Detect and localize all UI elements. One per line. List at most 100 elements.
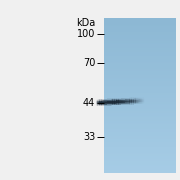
Bar bbox=[133, 103, 134, 104]
Bar bbox=[115, 100, 116, 101]
Bar bbox=[106, 103, 107, 104]
Bar bbox=[101, 100, 102, 101]
Bar bbox=[143, 101, 144, 102]
Bar bbox=[111, 98, 112, 99]
Bar bbox=[131, 103, 132, 104]
Bar bbox=[127, 104, 128, 105]
Bar bbox=[144, 101, 145, 102]
Bar bbox=[104, 142, 176, 143]
Bar bbox=[121, 100, 122, 101]
Bar bbox=[97, 100, 98, 101]
Bar bbox=[131, 98, 132, 99]
Bar bbox=[102, 99, 103, 100]
Bar bbox=[110, 101, 111, 102]
Bar bbox=[112, 100, 113, 101]
Bar bbox=[116, 103, 117, 104]
Bar bbox=[108, 105, 109, 106]
Bar bbox=[123, 100, 124, 101]
Bar bbox=[122, 103, 123, 104]
Bar bbox=[104, 26, 176, 28]
Bar bbox=[134, 102, 135, 103]
Bar bbox=[95, 102, 96, 103]
Bar bbox=[124, 102, 125, 103]
Bar bbox=[128, 103, 129, 104]
Bar bbox=[132, 100, 133, 101]
Bar bbox=[118, 98, 119, 99]
Bar bbox=[127, 99, 128, 100]
Bar bbox=[104, 70, 176, 71]
Bar bbox=[105, 99, 106, 100]
Bar bbox=[110, 98, 111, 99]
Bar bbox=[104, 104, 105, 105]
Bar bbox=[129, 99, 130, 100]
Bar bbox=[101, 101, 102, 102]
Bar bbox=[123, 104, 124, 105]
Bar bbox=[130, 97, 131, 98]
Bar bbox=[142, 100, 143, 101]
Bar bbox=[121, 99, 122, 100]
Bar bbox=[104, 118, 176, 120]
Bar bbox=[100, 101, 101, 102]
Bar bbox=[131, 98, 132, 99]
Bar bbox=[142, 103, 143, 104]
Bar bbox=[117, 102, 118, 103]
Bar bbox=[122, 98, 123, 99]
Bar bbox=[110, 99, 111, 100]
Bar bbox=[106, 104, 107, 105]
Bar bbox=[141, 97, 143, 98]
Bar bbox=[104, 101, 176, 102]
Bar bbox=[137, 102, 138, 103]
Bar bbox=[104, 128, 176, 130]
Bar bbox=[135, 103, 136, 104]
Bar bbox=[112, 104, 113, 105]
Bar bbox=[118, 102, 119, 103]
Bar bbox=[144, 99, 145, 100]
Bar bbox=[125, 103, 126, 104]
Bar bbox=[103, 101, 104, 102]
Bar bbox=[114, 100, 115, 101]
Bar bbox=[124, 102, 125, 103]
Bar bbox=[143, 101, 144, 102]
Bar bbox=[104, 116, 176, 118]
Bar bbox=[112, 103, 113, 104]
Bar bbox=[140, 97, 141, 98]
Bar bbox=[129, 104, 130, 105]
Bar bbox=[99, 100, 100, 101]
Bar bbox=[104, 113, 176, 114]
Bar bbox=[103, 103, 104, 104]
Bar bbox=[107, 102, 108, 103]
Bar bbox=[102, 100, 103, 101]
Bar bbox=[140, 102, 141, 103]
Bar bbox=[106, 105, 107, 106]
Bar bbox=[104, 102, 176, 103]
Bar bbox=[111, 100, 112, 101]
Bar bbox=[141, 103, 142, 104]
Bar bbox=[135, 97, 136, 98]
Bar bbox=[113, 100, 114, 101]
Bar bbox=[96, 100, 97, 101]
Bar bbox=[138, 98, 139, 99]
Bar bbox=[106, 104, 107, 105]
Bar bbox=[143, 99, 144, 100]
Bar bbox=[141, 98, 142, 99]
Bar bbox=[143, 99, 144, 100]
Bar bbox=[137, 99, 138, 100]
Bar bbox=[140, 100, 141, 101]
Text: 44: 44 bbox=[83, 98, 95, 108]
Bar bbox=[134, 100, 135, 101]
Bar bbox=[99, 99, 100, 100]
Bar bbox=[132, 98, 133, 99]
Bar bbox=[106, 99, 107, 100]
Bar bbox=[129, 100, 130, 101]
Bar bbox=[138, 100, 139, 101]
Bar bbox=[104, 41, 176, 42]
Bar bbox=[100, 103, 101, 104]
Bar bbox=[109, 103, 110, 104]
Bar bbox=[104, 155, 176, 157]
Bar bbox=[141, 99, 142, 100]
Bar bbox=[104, 119, 176, 121]
Bar bbox=[129, 103, 130, 104]
Bar bbox=[97, 101, 98, 102]
Bar bbox=[109, 105, 110, 106]
Bar bbox=[104, 102, 105, 103]
